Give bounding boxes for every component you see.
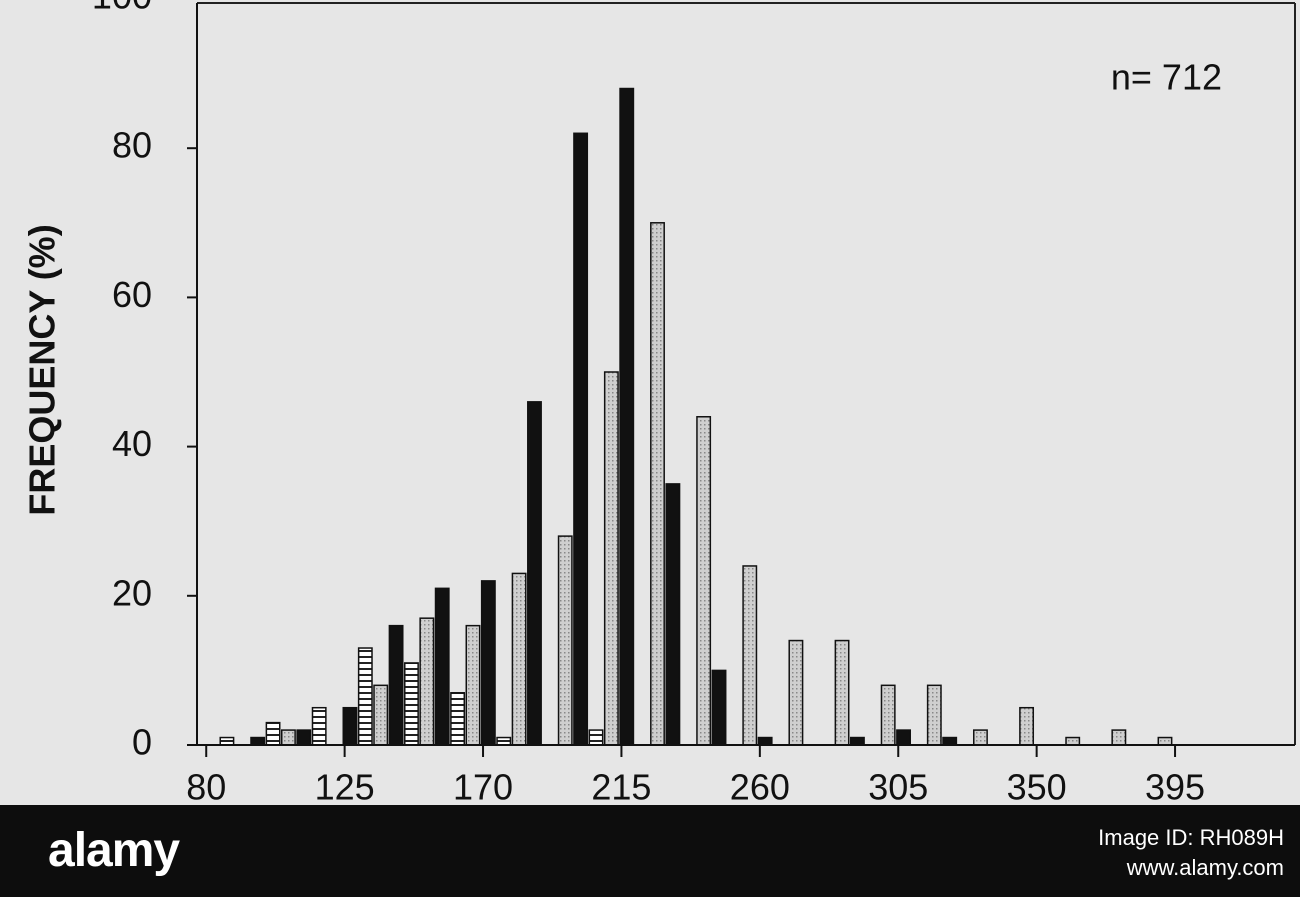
annotation: n= 712	[1111, 57, 1222, 98]
bar	[1157, 736, 1173, 746]
bar	[419, 617, 435, 746]
bar	[1111, 729, 1127, 746]
bar	[757, 736, 773, 746]
bar	[973, 729, 988, 746]
bar	[573, 132, 589, 746]
x-tick-label: 125	[315, 767, 375, 805]
logo: alamy	[48, 824, 180, 877]
y-tick-label: 20	[112, 572, 152, 613]
bar	[450, 692, 466, 746]
bar	[465, 624, 481, 746]
bar	[696, 416, 712, 746]
bar	[311, 706, 327, 746]
bar	[511, 572, 527, 746]
y-tick-label: 80	[112, 125, 152, 166]
bar	[480, 580, 496, 746]
y-axis-label: FREQUENCY (%)	[22, 224, 63, 515]
watermark-bar: alamy Image ID: RH089H www.alamy.com	[0, 805, 1300, 897]
url: www.alamy.com	[1126, 855, 1284, 880]
bar	[849, 736, 865, 746]
bar	[342, 706, 358, 746]
bar	[1019, 706, 1035, 746]
bar	[588, 729, 604, 746]
x-tick-label: 395	[1145, 767, 1205, 805]
bar	[557, 535, 573, 746]
bar	[280, 729, 296, 746]
bar	[296, 729, 312, 746]
chart: FREQUENCY (%) n= 712 0 20 40 60 80 100 80 125 17…	[22, 0, 1296, 805]
x-tick-label: 305	[868, 767, 928, 805]
bar	[619, 87, 635, 746]
bar	[665, 483, 681, 746]
x-tick-label: 215	[591, 767, 651, 805]
y-tick-label: 60	[112, 274, 152, 315]
bar	[603, 371, 619, 746]
bar	[265, 721, 281, 746]
x-tick-label: 350	[1007, 767, 1067, 805]
bar	[942, 736, 958, 746]
bar	[788, 639, 804, 746]
bar	[834, 639, 850, 746]
bar	[388, 624, 404, 746]
bar	[742, 565, 758, 746]
y-tick-label: 0	[132, 722, 152, 763]
bar	[1065, 736, 1081, 746]
y-tick-label: 40	[112, 423, 152, 464]
bar	[650, 222, 665, 746]
bar	[896, 729, 911, 746]
bar	[926, 684, 942, 746]
bar	[711, 669, 727, 746]
bar	[250, 736, 266, 746]
image-id: Image ID: RH089H	[1098, 825, 1284, 850]
bar	[527, 401, 542, 746]
x-tick-label: 80	[186, 767, 226, 805]
bar	[880, 684, 896, 746]
y-tick-label: 100	[92, 0, 152, 17]
bar	[434, 587, 450, 746]
bar	[404, 662, 419, 746]
bar	[373, 684, 389, 746]
x-tick-label: 170	[453, 767, 513, 805]
bar	[357, 647, 373, 746]
bar	[496, 736, 512, 746]
x-tick-label: 260	[730, 767, 790, 805]
bar	[219, 736, 235, 746]
